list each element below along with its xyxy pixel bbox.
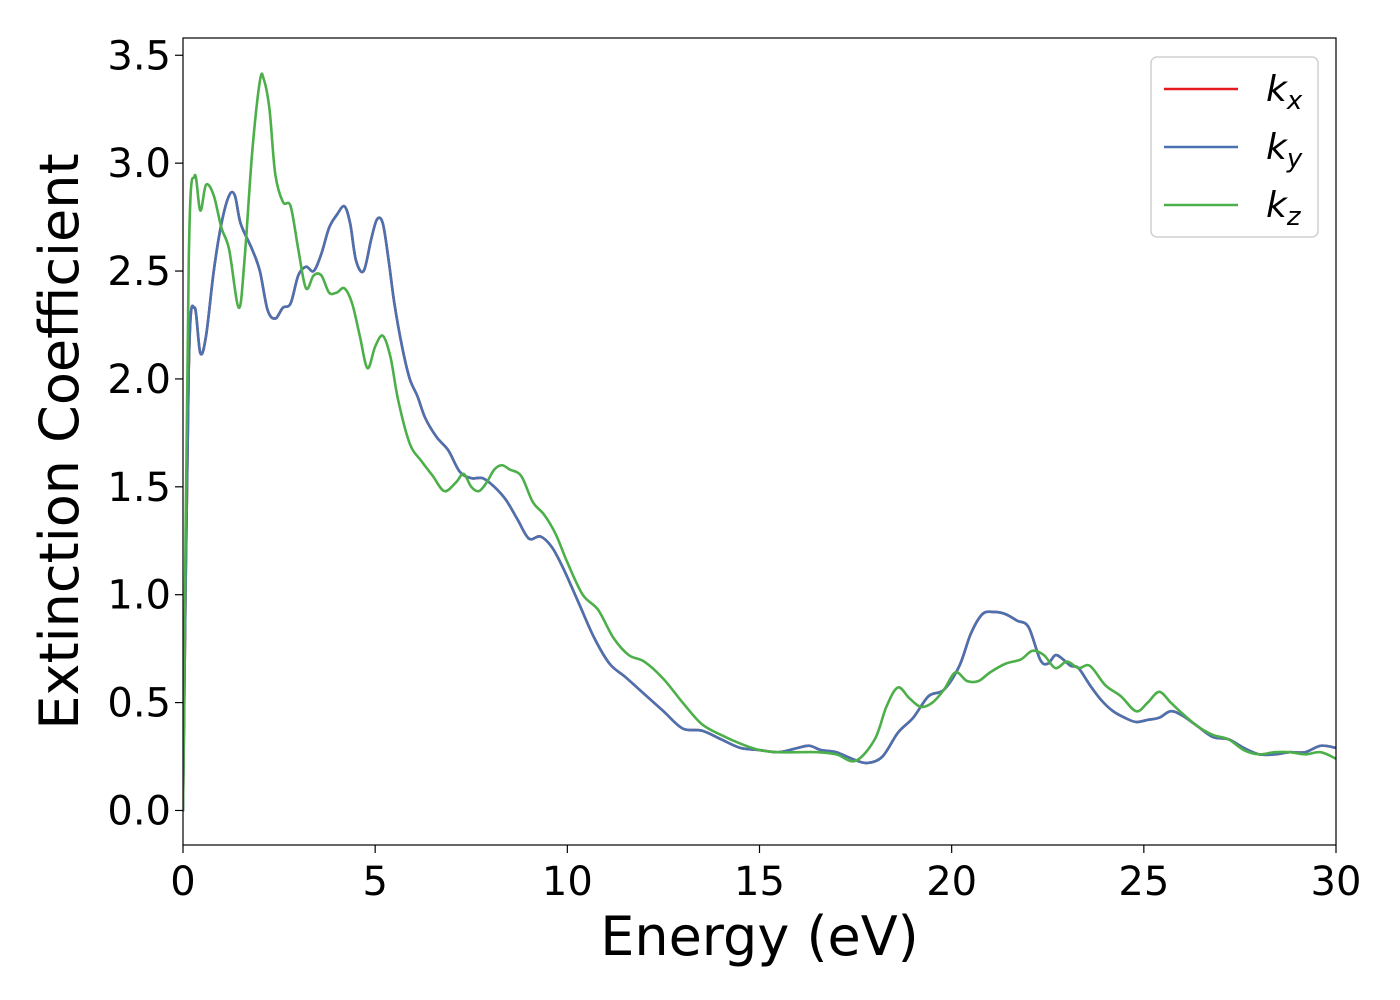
y-axis-label: Extinction Coefficient [28,153,91,729]
x-tick-label: 30 [1311,859,1362,905]
series-line-x [183,190,1336,812]
legend: kx ky kz [1150,56,1319,238]
y-tick-label: 3.5 [107,33,171,79]
x-axis-label: Energy (eV) [600,905,919,968]
y-tick-label: 1.0 [107,573,171,619]
series-line-y [183,190,1336,812]
series-line-z [183,72,1336,812]
y-axis-ticks: 0.0 0.5 1.0 1.5 2.0 2.5 3.0 3.5 [107,33,183,834]
x-tick-label: 5 [362,859,387,905]
x-tick-label: 10 [542,859,593,905]
x-tick-label: 0 [170,859,195,905]
legend-label-z: kz [1266,185,1302,232]
y-tick-label: 0.0 [107,788,171,834]
x-tick-label: 15 [734,859,785,905]
x-axis-ticks: 0 5 10 15 20 25 30 [170,845,1361,905]
y-tick-label: 2.5 [107,249,171,295]
x-tick-label: 25 [1118,859,1169,905]
y-tick-label: 2.0 [107,357,171,403]
x-tick-label: 20 [926,859,977,905]
plot-lines [183,72,1336,812]
y-tick-label: 3.0 [107,141,171,187]
legend-label-x: kx [1266,69,1303,116]
y-tick-label: 1.5 [107,465,171,511]
legend-label-y: ky [1266,127,1303,174]
y-tick-label: 0.5 [107,681,171,727]
